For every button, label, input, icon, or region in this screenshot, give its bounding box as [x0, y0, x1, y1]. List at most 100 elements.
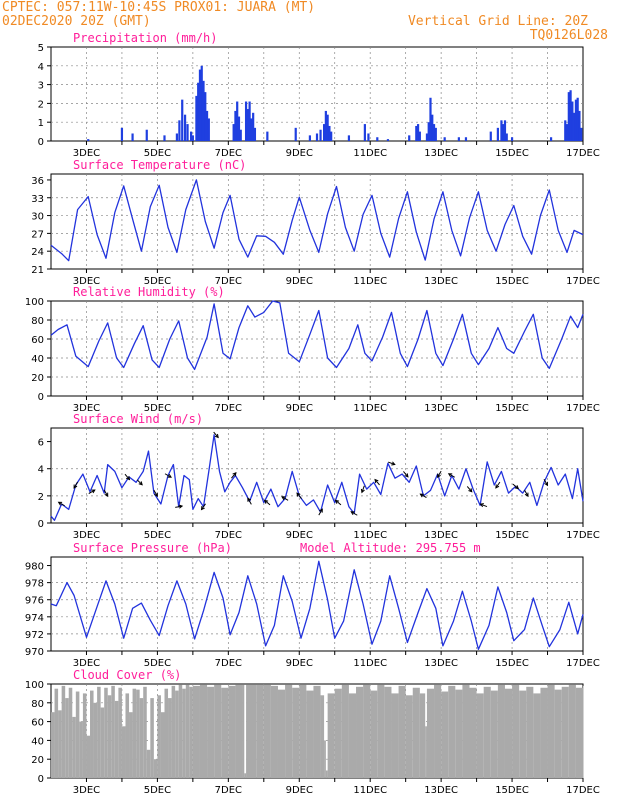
cloud-cover-bar — [132, 688, 137, 778]
wind-arrow-shaft — [512, 483, 519, 489]
panel3-xtick-label: 13DEC — [424, 403, 458, 414]
cloud-cover-bar — [164, 688, 169, 778]
cloud-cover-bar — [469, 687, 477, 778]
panel2-xtick-label: 3DEC — [73, 276, 100, 287]
cloud-cover-bar — [221, 687, 229, 778]
cloud-cover-bar — [320, 695, 325, 778]
cloud-cover-bar — [185, 684, 190, 778]
cloud-cover-bar — [363, 684, 371, 778]
precip-bar — [573, 112, 576, 141]
cloud-cover-bar — [72, 716, 76, 778]
precip-bar — [408, 135, 411, 141]
cloud-cover-bar — [490, 690, 498, 778]
panel4-xtick-label: 13DEC — [424, 530, 458, 541]
precip-bar — [200, 65, 203, 141]
panel5-ytick-label: 972 — [25, 630, 44, 641]
wind-arrow-head — [334, 499, 340, 504]
precip-bar — [503, 120, 507, 141]
precip-bar — [376, 137, 379, 141]
cloud-cover-bar — [554, 689, 562, 778]
cloud-cover-bar — [405, 695, 413, 778]
wind-arrow-shaft — [175, 505, 183, 508]
cloud-cover-bar — [285, 684, 293, 778]
cloud-cover-bar — [58, 710, 62, 778]
precip-bar — [496, 127, 499, 141]
panel2-ytick-label: 21 — [31, 265, 44, 276]
panel5-ytick-label: 976 — [25, 596, 44, 607]
cloud-cover-bar — [561, 686, 569, 778]
panel2-frame — [50, 173, 584, 270]
precip-bar — [571, 101, 574, 141]
precip-bar — [232, 124, 235, 141]
wind-arrow-shaft — [350, 511, 358, 516]
cloud-cover-bar — [325, 770, 328, 778]
precip-bar — [415, 125, 418, 141]
panel1-title: Precipitation (mm/h) — [73, 31, 218, 45]
wind-arrow-head — [154, 492, 158, 498]
panel1-ytick-label: 1 — [38, 118, 44, 129]
panel3-ytick-label: 20 — [31, 373, 44, 384]
wind-arrow-shaft — [335, 500, 342, 506]
cloud-cover-bar — [175, 690, 179, 778]
panel2-xtick-label: 11DEC — [353, 276, 387, 287]
precip-bar — [425, 133, 429, 141]
cloud-cover-bar — [256, 684, 264, 778]
precip-bar — [237, 116, 241, 141]
panel1-xtick-label: 3DEC — [73, 148, 100, 159]
panel6-xtick-label: 7DEC — [215, 785, 242, 796]
panel2-title: Surface Temperature (nC) — [73, 158, 246, 172]
panel3-ytick-label: 100 — [25, 297, 44, 308]
cloud-cover-bar — [104, 687, 108, 778]
cloud-cover-bar — [228, 685, 236, 778]
wind-arrow-shaft — [448, 473, 456, 478]
wind-arrow-head — [200, 506, 205, 511]
precip-bar — [322, 124, 326, 141]
panel2-series-line — [50, 179, 584, 262]
wind-arrow-shaft — [466, 486, 473, 493]
wind-arrow-head — [524, 492, 529, 498]
precip-bar — [191, 135, 194, 141]
wind-arrow-shaft — [153, 489, 158, 497]
wind-arrow-shaft — [73, 481, 79, 489]
header-datetime: 02DEC2020 20Z (GMT) — [2, 14, 151, 29]
precip-bar — [510, 137, 514, 141]
panel1-ytick-label: 4 — [38, 62, 44, 73]
panel4-ytick-label: 6 — [38, 438, 44, 449]
panel5-ytick-label: 978 — [25, 579, 44, 590]
wind-arrow-shaft — [136, 479, 143, 486]
cloud-cover-bar — [483, 686, 491, 778]
panel5-series-line — [50, 560, 584, 650]
wind-arrow-head — [57, 501, 63, 506]
panel1-xtick-label: 9DEC — [286, 148, 313, 159]
panel5-ytick-label: 980 — [25, 562, 44, 573]
precip-bar — [178, 120, 181, 141]
wind-arrow-head — [404, 473, 409, 478]
wind-arrow-shaft — [281, 496, 289, 501]
cloud-cover-bar — [370, 690, 378, 778]
panel3-xtick-label: 17DEC — [566, 403, 600, 414]
panel4-ytick-label: 0 — [38, 519, 44, 530]
panel3-title: Relative Humidity (%) — [73, 285, 225, 299]
header-gridline-note: Vertical Grid Line: 20Z — [407, 14, 588, 29]
panel4-xtick-label: 17DEC — [566, 530, 600, 541]
panel6-xtick-label: 11DEC — [353, 785, 387, 796]
cloud-cover-bar — [214, 684, 222, 778]
cloud-cover-bar — [462, 684, 470, 778]
precip-bar — [324, 110, 327, 141]
cloud-cover-bar — [68, 687, 73, 778]
cloud-cover-bar — [341, 684, 349, 778]
cloud-cover-bar — [189, 686, 193, 778]
precip-bar — [580, 127, 583, 141]
precip-bar — [574, 99, 578, 141]
panel2-ytick-label: 30 — [31, 212, 44, 223]
precip-bar — [294, 127, 297, 141]
wind-arrow-head — [319, 508, 323, 513]
precip-bar — [434, 127, 437, 141]
cloud-cover-bar — [143, 686, 147, 778]
cloud-cover-bar — [356, 686, 364, 778]
precip-bar — [266, 131, 269, 141]
precip-bar — [549, 137, 553, 141]
precip-bar — [326, 114, 329, 141]
cloud-cover-bar — [93, 702, 98, 778]
